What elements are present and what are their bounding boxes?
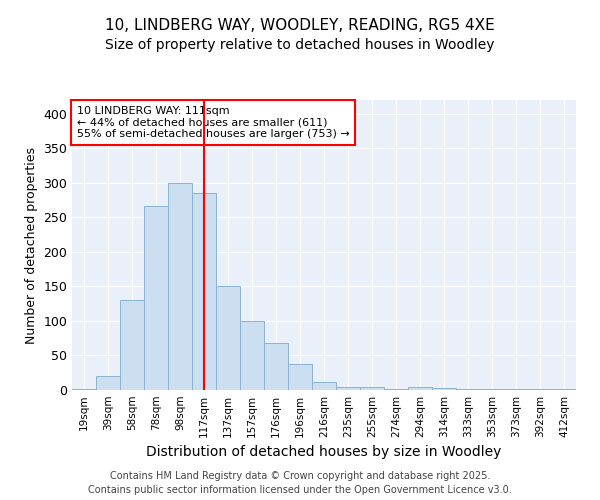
Bar (240, 321, 264, 390)
Bar (216, 286, 240, 390)
Bar (336, 386, 360, 390)
Bar (120, 300, 144, 390)
Text: Size of property relative to detached houses in Woodley: Size of property relative to detached ho… (105, 38, 495, 52)
Text: Contains HM Land Registry data © Crown copyright and database right 2025.
Contai: Contains HM Land Registry data © Crown c… (88, 471, 512, 495)
Bar (360, 387, 384, 390)
Bar (192, 193, 216, 390)
Bar (408, 387, 432, 390)
X-axis label: Distribution of detached houses by size in Woodley: Distribution of detached houses by size … (146, 446, 502, 460)
Bar (144, 206, 168, 390)
Bar (432, 388, 456, 390)
Bar (96, 376, 120, 390)
Bar (264, 343, 288, 390)
Y-axis label: Number of detached properties: Number of detached properties (25, 146, 38, 344)
Bar (312, 382, 336, 390)
Bar (384, 388, 408, 390)
Text: 10 LINDBERG WAY: 111sqm
← 44% of detached houses are smaller (611)
55% of semi-d: 10 LINDBERG WAY: 111sqm ← 44% of detache… (77, 106, 350, 139)
Text: 10, LINDBERG WAY, WOODLEY, READING, RG5 4XE: 10, LINDBERG WAY, WOODLEY, READING, RG5 … (105, 18, 495, 32)
Bar (288, 364, 312, 390)
Bar (168, 183, 192, 390)
